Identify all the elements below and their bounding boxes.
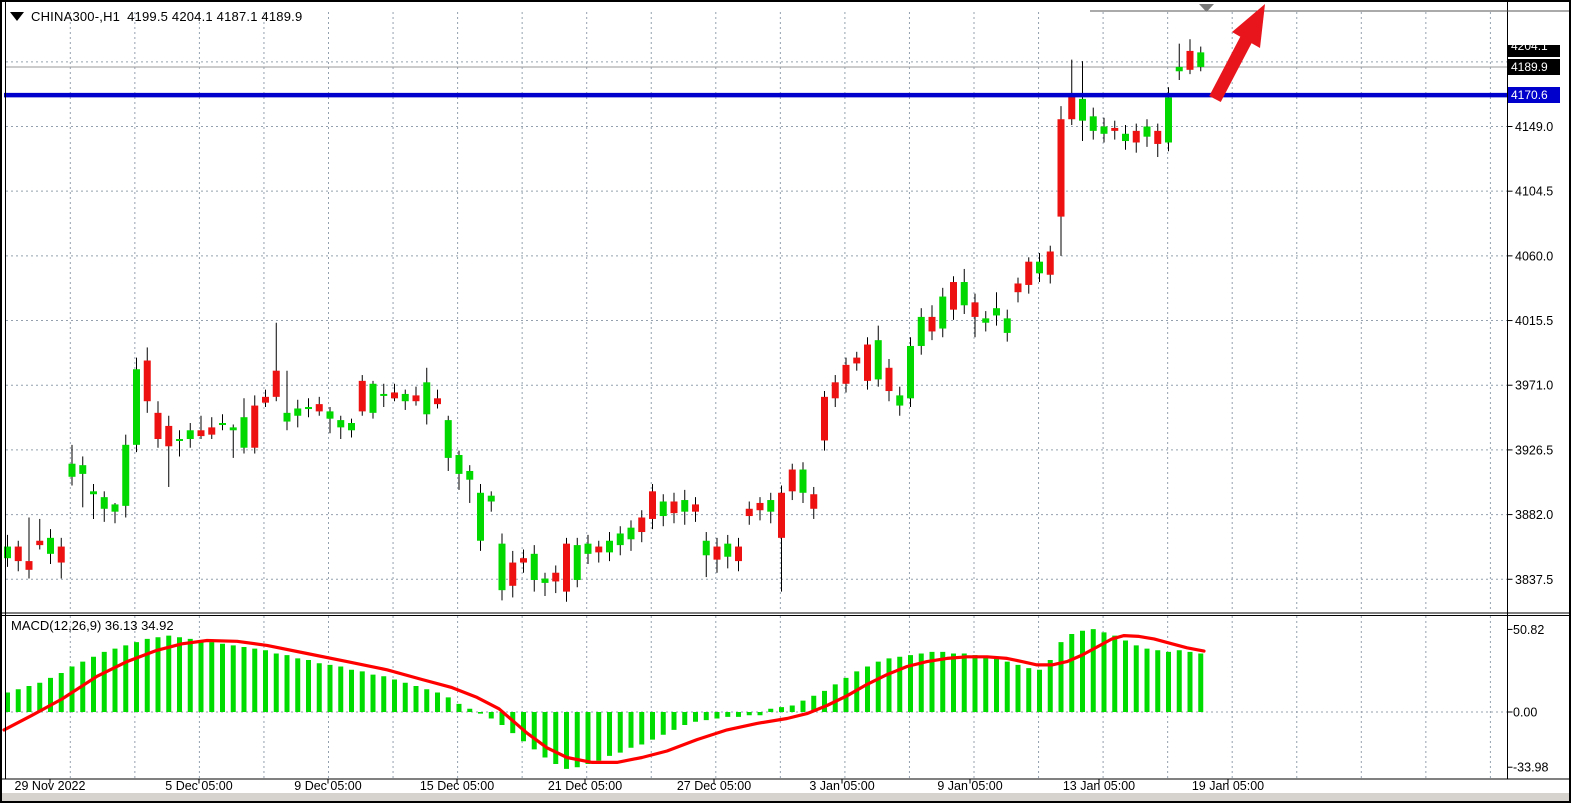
time-axis-label: 29 Nov 2022: [15, 779, 86, 793]
window-bottom-strip: [2, 793, 1569, 801]
time-axis-label: 9 Dec 05:00: [294, 779, 361, 793]
high-price-badge: 4204.1: [1508, 45, 1560, 58]
price-tick-label: 3926.5: [1515, 443, 1553, 457]
time-axis: 29 Nov 2022 5 Dec 05:00 9 Dec 05:00 15 Dec …: [15, 779, 1264, 793]
current-price-badge: 4189.9: [1508, 59, 1560, 76]
macd-tick-label: 0.00: [1513, 706, 1537, 720]
price-tick-label: 3837.5: [1515, 573, 1553, 587]
macd-signal-line: [2, 633, 1206, 765]
hline-price-badge: 4170.6: [1508, 87, 1560, 104]
symbol-dropdown-icon[interactable]: [10, 12, 24, 21]
price-tick-label: 3882.0: [1515, 508, 1553, 522]
price-tick-label: 4060.0: [1515, 249, 1553, 263]
price-tick-label: 4015.5: [1515, 314, 1553, 328]
pane-borders: [2, 2, 1569, 780]
chart-ohlc-values: 4199.5 4204.1 4187.1 4189.9: [127, 9, 303, 24]
chart-title-bar: CHINA300-,H1 4199.5 4204.1 4187.1 4189.9: [10, 9, 302, 24]
candles: [4, 39, 1205, 602]
macd-pane: [2, 629, 1206, 769]
macd-tick-label: -33.98: [1513, 761, 1548, 775]
price-tick-label: 3971.0: [1515, 379, 1553, 393]
time-axis-label: 13 Jan 05:00: [1063, 779, 1135, 793]
chart-symbol-period: CHINA300-,H1: [31, 9, 121, 24]
time-axis-label: 19 Jan 05:00: [1192, 779, 1264, 793]
time-axis-label: 27 Dec 05:00: [677, 779, 751, 793]
time-axis-label: 9 Jan 05:00: [937, 779, 1002, 793]
macd-indicator-label: MACD(12,26,9) 36.13 34.92: [11, 618, 174, 633]
macd-tick-label: 50.82: [1513, 623, 1544, 637]
time-axis-label: 5 Dec 05:00: [165, 779, 232, 793]
trend-arrow[interactable]: [1209, 4, 1265, 103]
price-axis: 4149.0 4104.5 4060.0 4015.5 3971.0 3926.5 3882…: [1507, 120, 1553, 775]
chart-shift-marker-icon[interactable]: [1199, 4, 1214, 12]
time-axis-label: 21 Dec 05:00: [548, 779, 622, 793]
price-tick-label: 4149.0: [1515, 120, 1553, 134]
time-axis-label: 15 Dec 05:00: [420, 779, 494, 793]
time-axis-label: 3 Jan 05:00: [809, 779, 874, 793]
price-tick-label: 4104.5: [1515, 185, 1553, 199]
